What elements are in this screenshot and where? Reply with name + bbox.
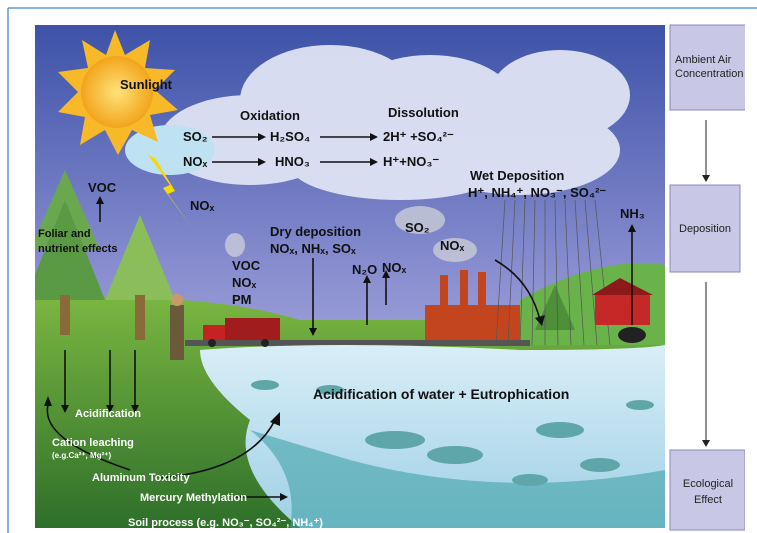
label: NOₓ <box>232 275 257 290</box>
flow-box <box>669 184 741 273</box>
flow-label: Ecological <box>683 478 733 490</box>
lightning <box>148 155 192 228</box>
flow-label: Deposition <box>679 223 731 235</box>
flow-label: Concentration <box>675 68 744 80</box>
arrow <box>46 136 633 498</box>
label: VOC <box>232 258 261 273</box>
label: Sunlight <box>120 77 173 92</box>
label: NOₓ <box>440 238 465 253</box>
label: Cation leaching <box>52 437 134 449</box>
label: Oxidation <box>240 108 300 123</box>
sun <box>58 30 178 155</box>
label: N₂O <box>352 262 377 277</box>
flow-arrowhead <box>702 175 710 447</box>
label: Mercury Methylation <box>140 492 247 504</box>
label: Aluminum Toxicity <box>92 472 190 484</box>
cloud <box>125 125 215 175</box>
flow-label: Effect <box>694 494 722 506</box>
deep-water <box>250 430 665 528</box>
label: VOC <box>88 180 117 195</box>
label: Dry deposition <box>270 224 361 239</box>
label: Acidification of water + Eutrophication <box>313 386 569 402</box>
label: SO₂ <box>183 129 208 144</box>
smoke <box>225 206 477 262</box>
flow-box <box>669 24 745 111</box>
person <box>170 305 184 360</box>
label: HNO₃ <box>275 154 310 169</box>
label: Wet Deposition <box>470 168 564 183</box>
label: Dissolution <box>388 105 459 120</box>
truck <box>225 318 280 340</box>
cow <box>618 327 646 343</box>
label: PM <box>232 292 252 307</box>
cloud <box>160 45 630 200</box>
tree <box>35 170 575 340</box>
flow-label: Ambient Air <box>675 54 732 66</box>
truck-cab <box>203 325 225 340</box>
label: NOₓ <box>190 198 215 213</box>
label: NOₓ <box>382 260 407 275</box>
road <box>185 340 530 346</box>
arrowhead <box>44 133 636 501</box>
barn <box>595 295 650 325</box>
label: Acidification <box>75 408 141 420</box>
factory <box>425 270 520 340</box>
label: Soil process (e.g. NO₃⁻, SO₄²⁻, NH₄⁺) <box>128 517 323 529</box>
label: NOₓ <box>183 154 208 169</box>
label: NOₓ, NHₓ, SOₓ <box>270 241 356 256</box>
label: (e.g.Ca²⁺, Mg²⁺) <box>52 451 111 460</box>
label: Foliar and <box>38 228 91 240</box>
flow: Ambient Air Concentration Deposition Eco… <box>669 24 745 531</box>
fish <box>251 380 654 486</box>
label: H⁺, NH₄⁺, NO₃⁻, SO₄²⁻ <box>468 185 606 200</box>
label: SO₂ <box>405 220 430 235</box>
label: NH₃ <box>620 206 645 221</box>
label: H₂SO₄ <box>270 129 310 144</box>
flow-box <box>669 449 745 531</box>
label: nutrient effects <box>38 243 117 255</box>
label: H⁺+NO₃⁻ <box>383 154 439 169</box>
illustration: Sunlight Oxidation Dissolution SO₂ H₂SO₄… <box>35 25 665 529</box>
label: 2H⁺ +SO₄²⁻ <box>383 129 454 144</box>
